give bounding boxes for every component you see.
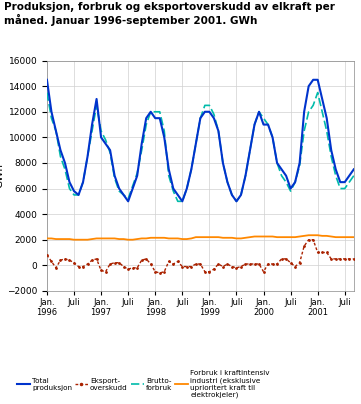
Legend: Total
produksjon, Eksport-
overskudd, Brutto-
forbruk, Forbruk i kraftintensiv
i: Total produksjon, Eksport- overskudd, Br… xyxy=(17,370,270,398)
Y-axis label: GWh: GWh xyxy=(0,163,4,188)
Text: Produksjon, forbruk og eksportoverskudd av elkraft per: Produksjon, forbruk og eksportoverskudd … xyxy=(4,2,335,12)
Text: måned. Januar 1996-september 2001. GWh: måned. Januar 1996-september 2001. GWh xyxy=(4,14,257,26)
